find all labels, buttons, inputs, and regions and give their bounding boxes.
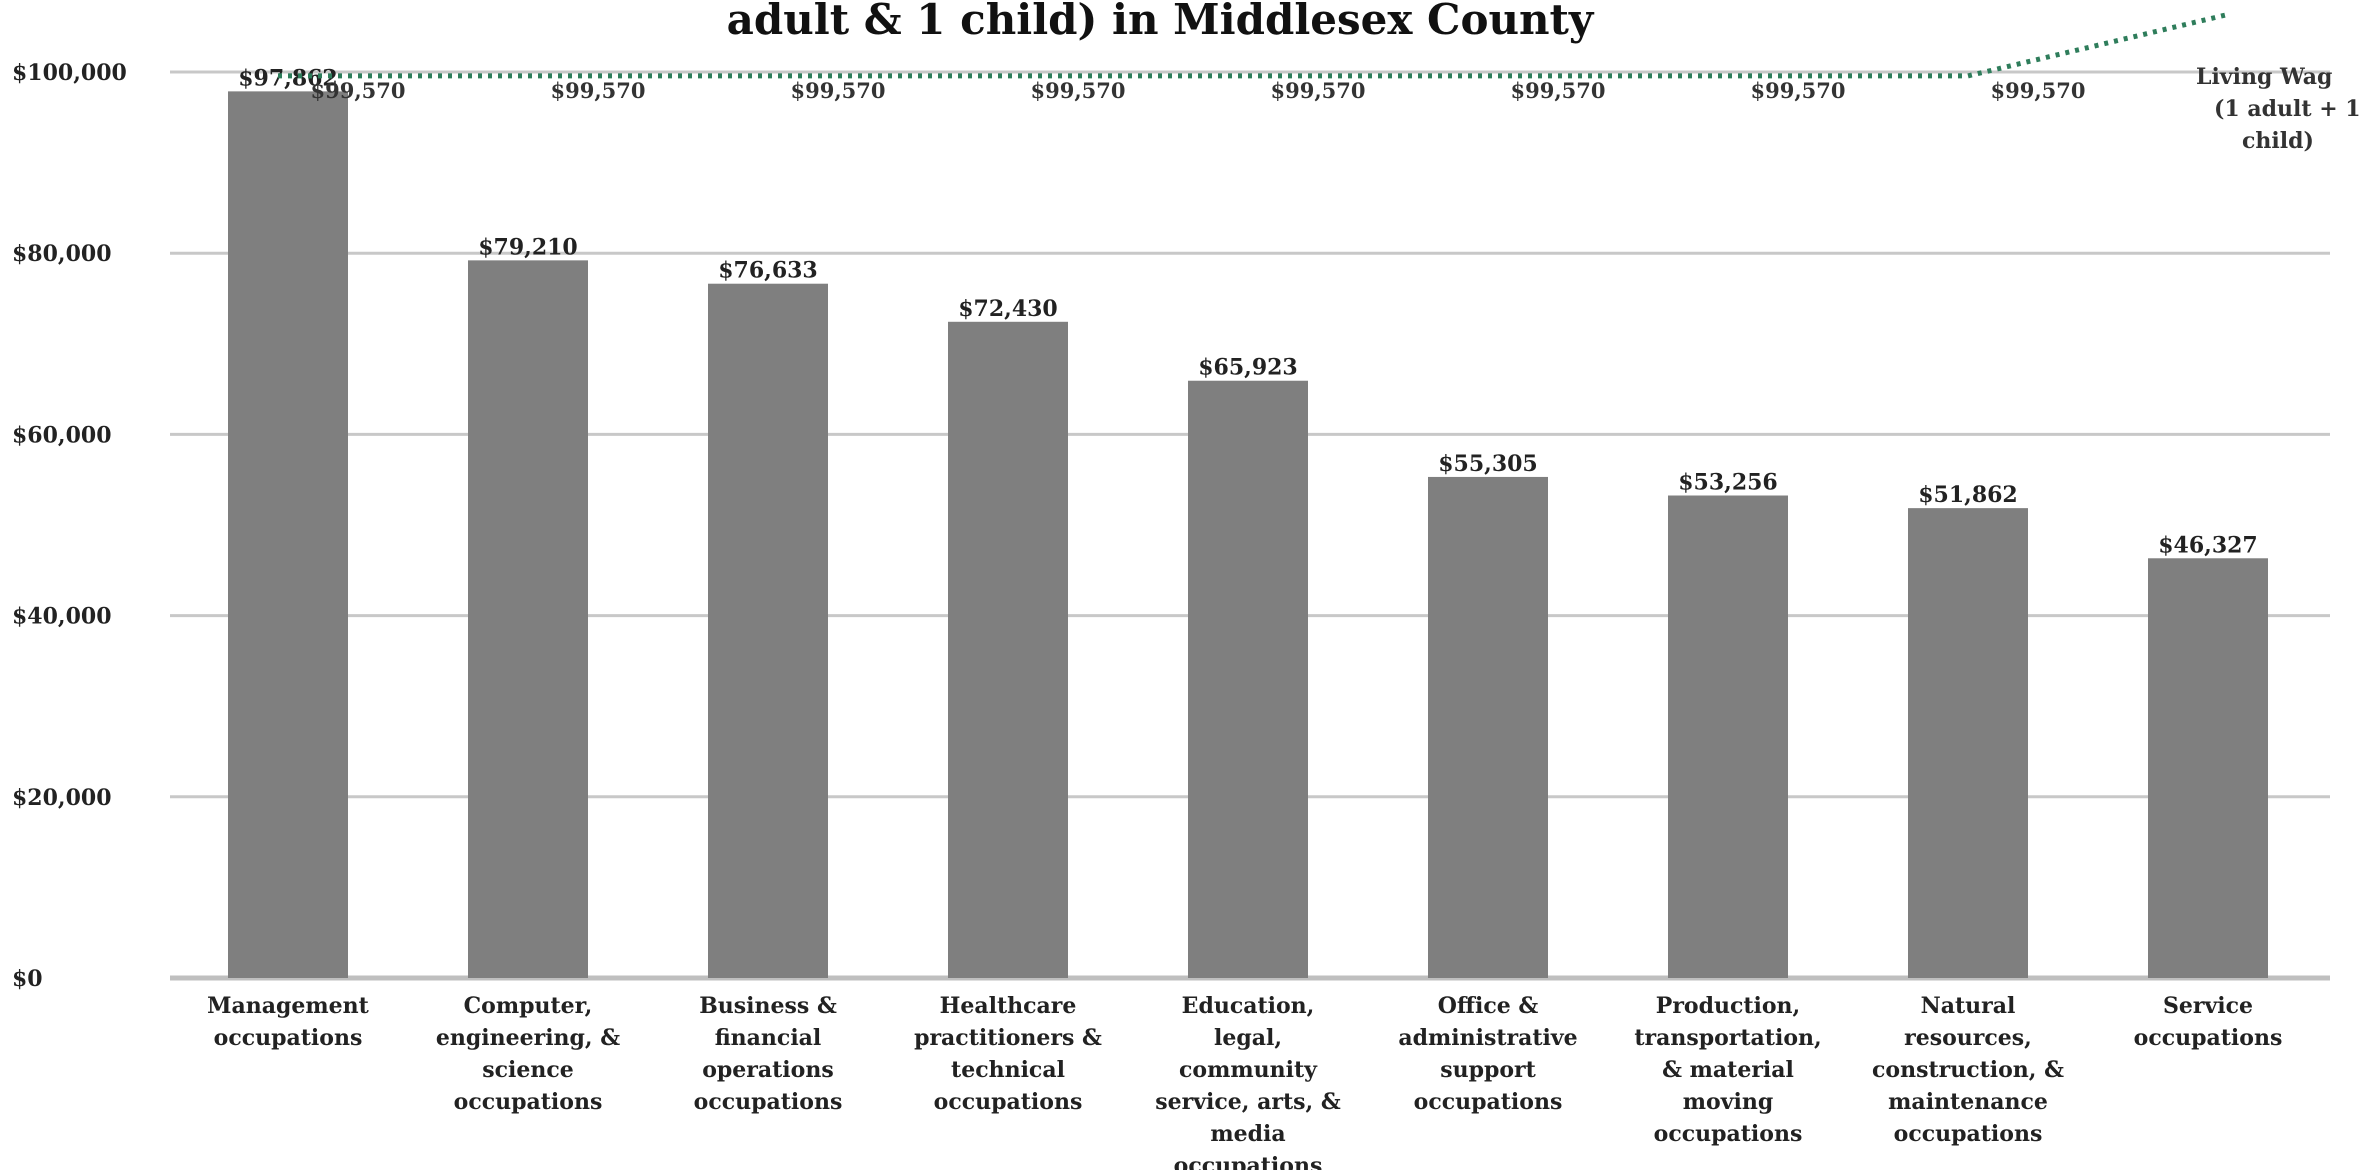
x-category-label: resources, (1904, 1025, 2032, 1051)
x-category-label: community (1179, 1057, 1318, 1083)
x-category-label: occupations (1894, 1121, 2043, 1147)
x-category-label: transportation, (1634, 1025, 1821, 1051)
x-category-label: support (1440, 1057, 1536, 1083)
x-category-label: science (482, 1057, 574, 1083)
bar-value-label: $55,305 (1438, 451, 1538, 477)
living-wage-legend-label: (1 adult + 1 (2214, 96, 2359, 122)
x-category-label: Business & (699, 993, 837, 1019)
living-wage-value-label: $99,570 (791, 78, 886, 103)
y-tick-label: $0 (12, 966, 43, 992)
bar (2148, 558, 2268, 978)
living-wage-value-label: $99,570 (1511, 78, 1606, 103)
bar (1908, 508, 2028, 978)
x-category-label: administrative (1398, 1025, 1577, 1051)
living-wage-line-tail (1967, 11, 2231, 79)
x-category-label: construction, & (1872, 1057, 2064, 1083)
bar (948, 321, 1068, 979)
living-wage-value-label: $99,570 (1751, 78, 1846, 103)
x-category-label: moving (1683, 1089, 1773, 1115)
living-wage-legend-label: Living Wag (2196, 64, 2332, 90)
x-category-label: occupations (694, 1089, 843, 1115)
bar-value-label: $72,430 (958, 296, 1058, 322)
x-category-label: media (1210, 1121, 1285, 1147)
living-wage-value-label: $99,570 (311, 78, 406, 103)
x-category-label: Production, (1656, 993, 1800, 1019)
bar-value-label: $79,210 (478, 234, 578, 260)
x-category-label: Natural (1921, 993, 2016, 1019)
bar (468, 260, 588, 978)
living-wage-value-label: $99,570 (551, 78, 646, 103)
x-category-label: maintenance (1888, 1089, 2048, 1115)
y-tick-label: $60,000 (12, 422, 112, 448)
x-category-label: & material (1662, 1057, 1794, 1083)
bar-value-label: $65,923 (1198, 355, 1298, 381)
bar (228, 91, 348, 978)
x-category-label: operations (702, 1057, 833, 1083)
y-tick-label: $20,000 (12, 785, 112, 811)
x-category-label: Office & (1438, 993, 1539, 1019)
living-wage-value-label: $99,570 (1991, 78, 2086, 103)
x-category-label: occupations (1654, 1121, 1803, 1147)
x-category-label: practitioners & (914, 1025, 1102, 1051)
bar-value-label: $51,862 (1918, 482, 2018, 508)
x-category-label: service, arts, & (1155, 1089, 1341, 1115)
y-tick-label: $40,000 (12, 604, 112, 630)
x-category-label: occupations (934, 1089, 1083, 1115)
x-category-label: legal, (1214, 1025, 1282, 1051)
bar-value-label: $46,327 (2158, 532, 2258, 558)
x-category-label: occupations (1174, 1153, 1323, 1170)
chart-title: adult & 1 child) in Middlesex County (727, 0, 1595, 44)
x-category-label: technical (951, 1057, 1065, 1083)
bar-value-label: $53,256 (1678, 470, 1778, 496)
x-category-label: occupations (2134, 1025, 2283, 1051)
bar (1188, 380, 1308, 978)
x-category-label: occupations (214, 1025, 363, 1051)
x-category-label: Education, (1182, 993, 1315, 1019)
y-tick-label: $100,000 (12, 60, 127, 86)
x-category-label: Service (2163, 993, 2253, 1019)
living-wage-value-label: $99,570 (1031, 78, 1126, 103)
y-tick-label: $80,000 (12, 241, 112, 267)
x-category-label: Computer, (464, 993, 593, 1019)
x-category-label: Management (207, 993, 370, 1019)
x-category-label: occupations (454, 1089, 603, 1115)
bar (1428, 476, 1548, 978)
living-wage-value-label: $99,570 (1271, 78, 1366, 103)
x-category-label: financial (715, 1025, 822, 1051)
bar (708, 283, 828, 978)
bar (1668, 495, 1788, 978)
x-category-label: Healthcare (940, 993, 1077, 1019)
living-wage-legend-label: child) (2242, 128, 2314, 154)
bar-value-label: $76,633 (718, 258, 818, 284)
x-category-label: engineering, & (436, 1025, 620, 1051)
x-category-label: occupations (1414, 1089, 1563, 1115)
